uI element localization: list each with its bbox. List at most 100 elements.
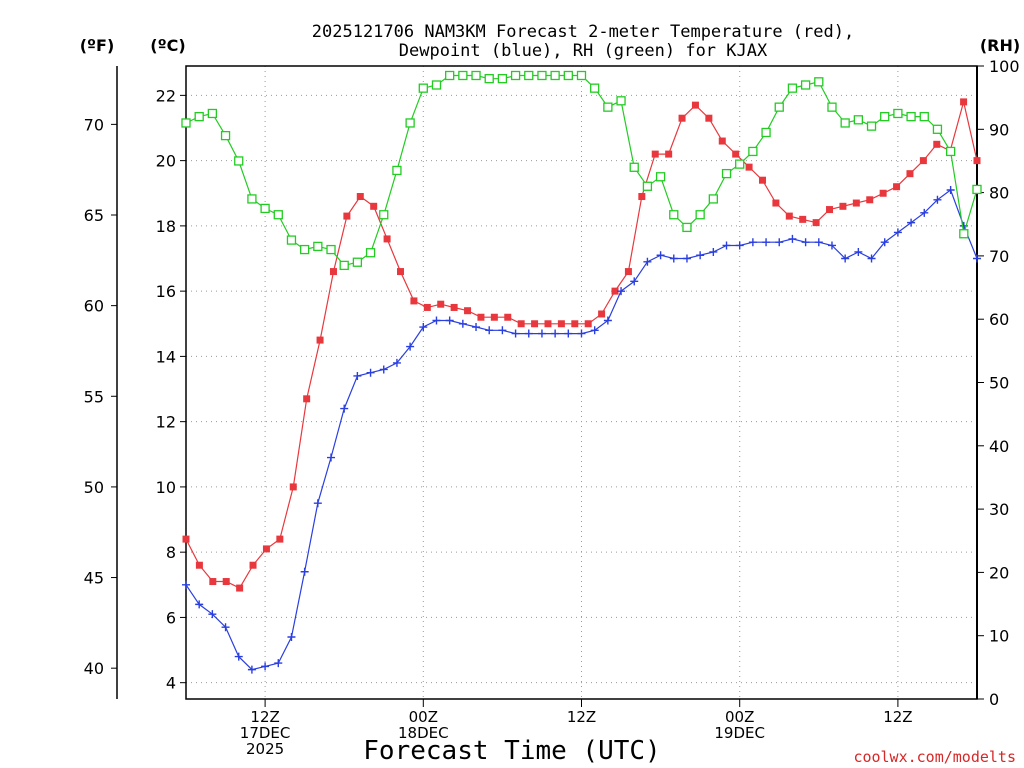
rh-tick-label: 30 — [989, 500, 1009, 519]
rh-point — [669, 210, 679, 220]
rh-tick-label: 0 — [989, 690, 999, 709]
rh-point — [800, 80, 811, 90]
x-tick-label: 12Z — [883, 708, 912, 726]
dewpoint-point — [669, 254, 678, 263]
fahrenheit-tick-label: 50 — [84, 478, 104, 497]
x-tick-label: 12Z — [250, 708, 279, 726]
rh-point — [919, 111, 929, 122]
rh-point — [959, 229, 969, 239]
rh-point — [563, 70, 573, 81]
temperature-point — [397, 268, 405, 276]
rh-point — [721, 168, 732, 179]
fahrenheit-tick-label: 45 — [84, 569, 104, 588]
rh-point — [510, 70, 521, 81]
temperature-point — [772, 199, 780, 207]
rh-point — [458, 70, 468, 81]
temperature-point — [370, 202, 378, 210]
x-tick-label: 17DEC — [240, 724, 291, 742]
fahrenheit-tick-label: 70 — [84, 115, 104, 134]
rh-tick-label: 40 — [989, 437, 1009, 456]
rh-point — [814, 77, 824, 87]
gridlines — [186, 66, 977, 699]
dewpoint-point — [762, 238, 771, 247]
rh-point — [840, 118, 850, 128]
dewpoint-point — [524, 329, 533, 338]
temperature-point — [450, 303, 458, 311]
dewpoint-point — [841, 254, 850, 263]
credit-text: coolwx.com/modelts — [853, 748, 1016, 766]
fahrenheit-tick-label: 60 — [84, 297, 104, 316]
rh-point — [379, 210, 389, 220]
temperature-point — [678, 114, 686, 122]
dewpoint-point — [313, 499, 322, 508]
rh-point — [365, 248, 376, 258]
celsius-tick-label: 18 — [156, 217, 176, 236]
temperature-point — [691, 101, 699, 109]
dewpoint-point — [353, 371, 362, 380]
celsius-tick-label: 4 — [166, 674, 176, 693]
rh-point — [735, 159, 745, 169]
temperature-point — [826, 206, 834, 214]
dewpoint-point — [893, 228, 902, 237]
dewpoint-point — [432, 316, 441, 325]
rh-point — [273, 210, 283, 220]
rh-point — [827, 102, 837, 112]
celsius-tick-label: 20 — [156, 152, 176, 171]
dewpoint-point — [392, 358, 401, 367]
series-temperature — [182, 98, 981, 592]
temperature-point — [973, 157, 981, 165]
rh-tick-label: 10 — [989, 627, 1009, 646]
dewpoint-point — [617, 287, 626, 296]
chart-title-line1: 2025121706 NAM3KM Forecast 2-meter Tempe… — [312, 22, 854, 42]
rh-point — [247, 194, 257, 204]
fahrenheit-tick-label: 55 — [84, 387, 104, 406]
dewpoint-point — [419, 323, 428, 332]
temperature-point — [343, 212, 351, 220]
rh-point — [603, 102, 613, 112]
dewpoint-point — [208, 610, 217, 619]
x-tick-label: 18DEC — [398, 724, 449, 742]
temperature-point — [504, 313, 512, 321]
temperature-point — [571, 320, 579, 328]
temperature-point — [611, 287, 619, 295]
dewpoint-point — [511, 329, 520, 338]
celsius-tick-label: 8 — [166, 543, 176, 562]
temperature-point — [410, 297, 418, 305]
rh-point — [234, 156, 244, 166]
rh-point — [352, 257, 363, 267]
temperature-point — [249, 561, 257, 569]
dewpoint-point — [748, 238, 757, 247]
temperature-point — [316, 336, 324, 344]
rh-tick-label: 70 — [989, 247, 1009, 266]
dewpoint-point — [472, 323, 481, 332]
celsius-tick-label: 6 — [166, 608, 176, 627]
series-rh — [181, 70, 982, 271]
rh-point — [761, 127, 771, 138]
rh-point — [260, 203, 270, 214]
dewpoint-point — [498, 326, 507, 335]
rh-point — [181, 118, 191, 128]
temperature-point — [477, 313, 485, 321]
temperature-point — [705, 114, 713, 122]
rh-point — [550, 70, 560, 81]
rh-point — [906, 111, 916, 122]
temperature-point — [303, 395, 311, 403]
temperature-point — [879, 189, 887, 197]
rh-point — [972, 184, 982, 195]
rh-point — [616, 96, 626, 106]
rh-point — [445, 70, 455, 81]
rh-point — [405, 118, 415, 128]
rh-point — [682, 222, 692, 233]
rh-point — [392, 165, 402, 176]
dewpoint-point — [801, 238, 810, 247]
celsius-tick-label: 14 — [156, 347, 176, 366]
rh-point — [629, 162, 639, 172]
rh-point — [642, 181, 653, 191]
chart-title-line2: Dewpoint (blue), RH (green) for KJAX — [399, 41, 768, 61]
dewpoint-point — [274, 659, 283, 668]
temperature-point — [812, 219, 820, 227]
rh-tick-label: 60 — [989, 310, 1009, 329]
rh-point — [207, 108, 218, 119]
dewpoint-point — [551, 329, 560, 338]
